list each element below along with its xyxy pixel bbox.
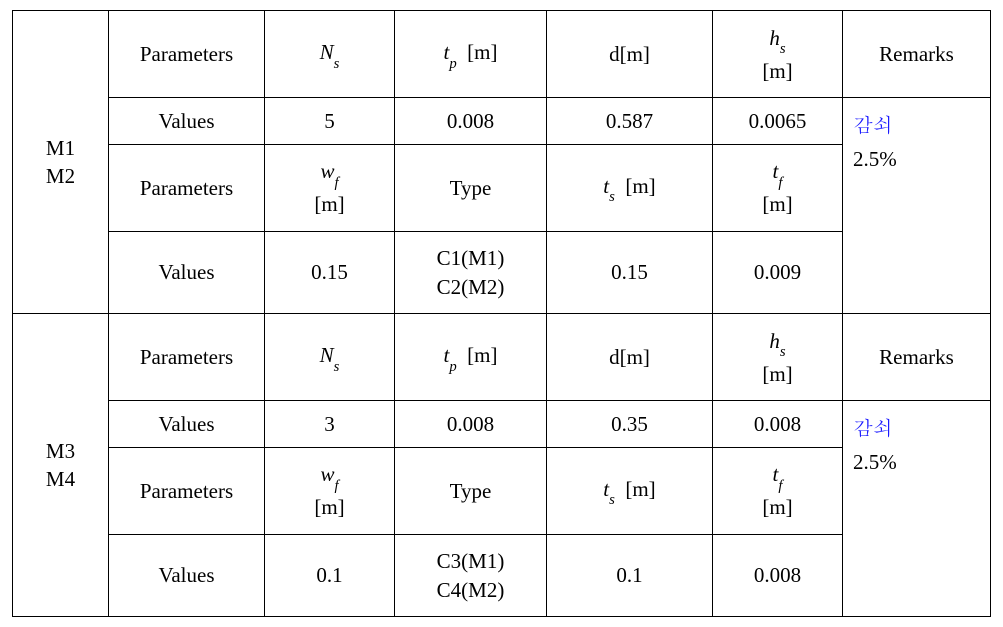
remarks-header: Remarks <box>843 11 991 98</box>
cell: Ns <box>265 313 395 400</box>
row-label: Values <box>109 232 265 314</box>
group-label-line1: M3 <box>46 439 75 463</box>
cell: tp [m] <box>395 313 547 400</box>
remarks-value: 감쇠 2.5% <box>843 401 991 617</box>
parameters-table: M1M2ParametersNstp [m]d[m]hs[m]RemarksVa… <box>12 10 991 617</box>
cell: tf[m] <box>713 144 843 231</box>
remarks-percent: 2.5% <box>853 147 897 171</box>
cell: Type <box>395 447 547 534</box>
row-label: Values <box>109 401 265 447</box>
cell: 0.1 <box>265 535 395 617</box>
cell: Ns <box>265 11 395 98</box>
row-label: Parameters <box>109 447 265 534</box>
group-label: M1M2 <box>13 11 109 314</box>
cell: Type <box>395 144 547 231</box>
cell: tf[m] <box>713 447 843 534</box>
cell: 0.008 <box>395 98 547 144</box>
remarks-korean: 감쇠 <box>853 109 893 138</box>
cell: 0.1 <box>547 535 713 617</box>
cell: hs[m] <box>713 11 843 98</box>
group-label: M3M4 <box>13 313 109 616</box>
remarks-korean: 감쇠 <box>853 412 893 441</box>
cell: d[m] <box>547 313 713 400</box>
group-label-line1: M1 <box>46 136 75 160</box>
cell: d[m] <box>547 11 713 98</box>
cell: ts [m] <box>547 447 713 534</box>
remarks-value: 감쇠 2.5% <box>843 98 991 314</box>
cell: 3 <box>265 401 395 447</box>
row-label: Parameters <box>109 313 265 400</box>
cell: 0.15 <box>265 232 395 314</box>
cell: 0.008 <box>395 401 547 447</box>
cell: 0.009 <box>713 232 843 314</box>
cell: 0.0065 <box>713 98 843 144</box>
cell: wf[m] <box>265 144 395 231</box>
row-label: Values <box>109 535 265 617</box>
remarks-header: Remarks <box>843 313 991 400</box>
cell: C1(M1)C2(M2) <box>395 232 547 314</box>
row-label: Parameters <box>109 144 265 231</box>
cell: hs[m] <box>713 313 843 400</box>
cell: 5 <box>265 98 395 144</box>
cell: 0.008 <box>713 401 843 447</box>
group-label-line2: M2 <box>46 164 75 188</box>
cell: wf[m] <box>265 447 395 534</box>
cell: 0.587 <box>547 98 713 144</box>
cell: 0.35 <box>547 401 713 447</box>
remarks-percent: 2.5% <box>853 450 897 474</box>
cell: C3(M1)C4(M2) <box>395 535 547 617</box>
cell: 0.15 <box>547 232 713 314</box>
group-label-line2: M4 <box>46 467 75 491</box>
row-label: Parameters <box>109 11 265 98</box>
cell: tp [m] <box>395 11 547 98</box>
cell: ts [m] <box>547 144 713 231</box>
cell: 0.008 <box>713 535 843 617</box>
row-label: Values <box>109 98 265 144</box>
